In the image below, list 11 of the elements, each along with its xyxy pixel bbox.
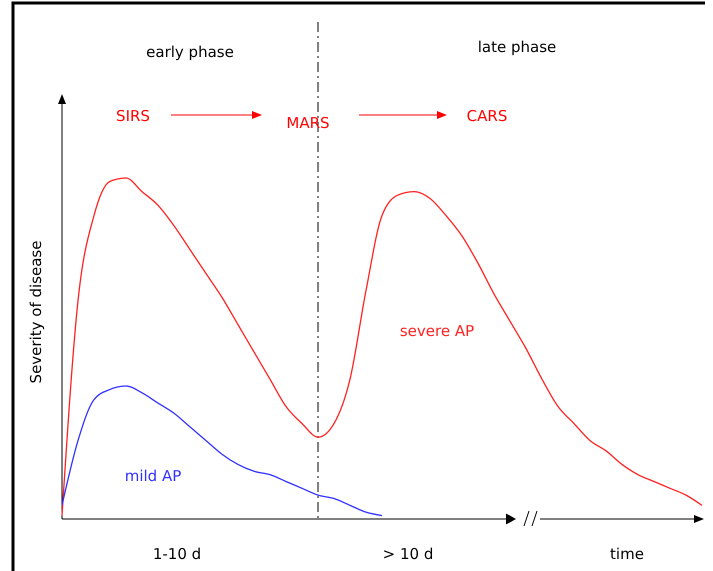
text: late phase xyxy=(478,38,556,56)
text: > 10 d xyxy=(382,545,434,563)
text: SIRS xyxy=(116,107,150,125)
y-axis-title: Severity of disease xyxy=(27,240,45,384)
text: severe AP xyxy=(400,322,474,340)
text: mild AP xyxy=(124,467,182,485)
text: 1-10 d xyxy=(152,545,202,563)
x-axis-title: time xyxy=(610,545,644,563)
text: CARS xyxy=(466,107,508,125)
text: early phase xyxy=(146,43,234,61)
text: MARS xyxy=(286,114,330,132)
